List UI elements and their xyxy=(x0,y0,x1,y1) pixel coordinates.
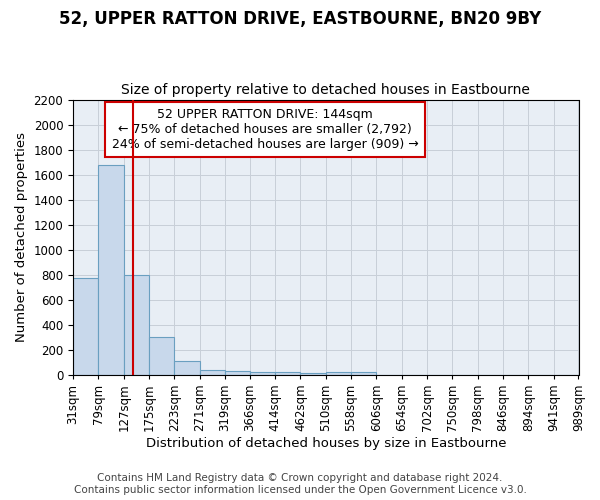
Bar xyxy=(175,361,200,375)
Bar xyxy=(200,370,225,375)
Bar xyxy=(275,372,301,375)
X-axis label: Distribution of detached houses by size in Eastbourne: Distribution of detached houses by size … xyxy=(146,437,506,450)
Bar xyxy=(98,164,124,375)
Bar xyxy=(149,338,175,375)
Y-axis label: Number of detached properties: Number of detached properties xyxy=(15,132,28,342)
Bar xyxy=(301,373,326,375)
Bar xyxy=(124,274,149,375)
Text: 52 UPPER RATTON DRIVE: 144sqm
← 75% of detached houses are smaller (2,792)
24% o: 52 UPPER RATTON DRIVE: 144sqm ← 75% of d… xyxy=(112,108,418,151)
Bar xyxy=(225,371,250,375)
Title: Size of property relative to detached houses in Eastbourne: Size of property relative to detached ho… xyxy=(121,83,530,97)
Bar xyxy=(351,372,376,375)
Text: 52, UPPER RATTON DRIVE, EASTBOURNE, BN20 9BY: 52, UPPER RATTON DRIVE, EASTBOURNE, BN20… xyxy=(59,10,541,28)
Bar xyxy=(73,278,98,375)
Bar xyxy=(326,372,351,375)
Bar xyxy=(250,372,275,375)
Text: Contains HM Land Registry data © Crown copyright and database right 2024.
Contai: Contains HM Land Registry data © Crown c… xyxy=(74,474,526,495)
